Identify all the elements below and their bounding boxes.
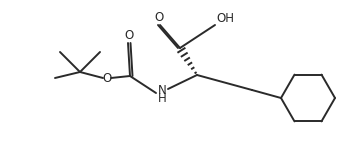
Text: OH: OH bbox=[216, 12, 234, 24]
Text: O: O bbox=[124, 28, 133, 41]
Text: N: N bbox=[158, 83, 166, 97]
Text: H: H bbox=[158, 91, 166, 105]
Text: O: O bbox=[154, 10, 164, 24]
Text: O: O bbox=[102, 71, 112, 85]
